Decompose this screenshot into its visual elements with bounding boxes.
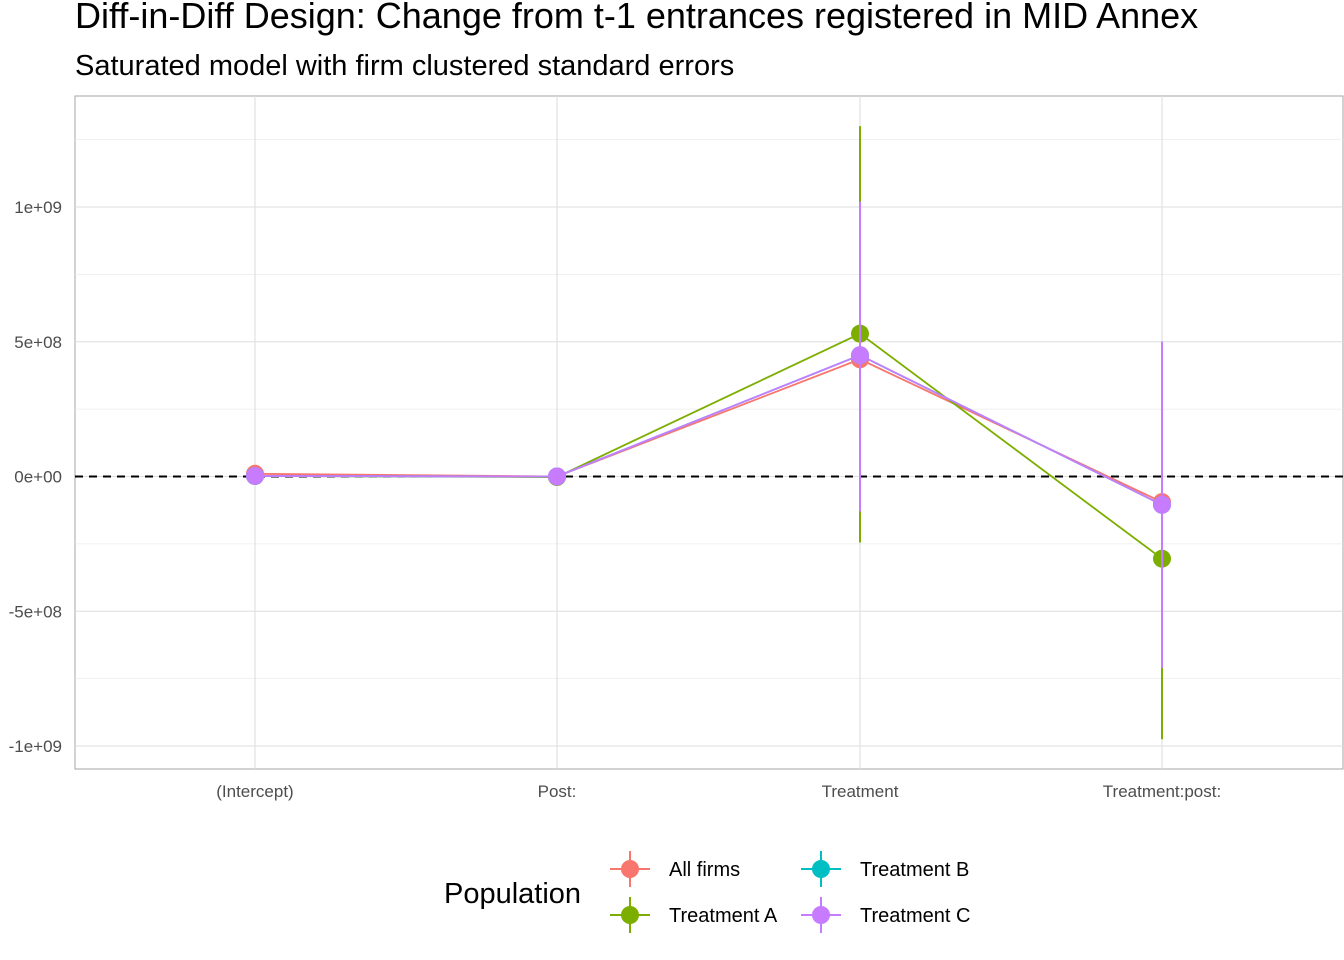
y-tick-label: 5e+08 xyxy=(14,333,62,352)
x-tick-label: Treatment xyxy=(822,782,899,801)
x-tick-label: Post: xyxy=(538,782,577,801)
legend-label: Treatment B xyxy=(860,859,969,881)
y-tick-label: -1e+09 xyxy=(9,737,62,756)
legend-label: Treatment A xyxy=(669,905,778,927)
series-treatment-c xyxy=(246,201,1171,668)
data-point xyxy=(246,466,264,485)
legend-key xyxy=(801,851,841,887)
x-tick-label: Treatment:post: xyxy=(1103,782,1221,801)
data-point xyxy=(851,346,869,365)
axis-ticks: -1e+09 -5e+08 0e+00 5e+08 1e+09 (Intercept) Po… xyxy=(9,198,1222,801)
legend-title: Population xyxy=(444,878,581,910)
legend: Population All firms Treatment A Treatment… xyxy=(444,851,970,933)
data-point xyxy=(1153,495,1171,514)
legend-label: All firms xyxy=(669,859,740,881)
x-tick-label: (Intercept) xyxy=(216,782,293,801)
legend-key-point xyxy=(812,860,830,878)
legend-key-point xyxy=(812,906,830,924)
legend-key xyxy=(610,851,650,887)
y-tick-label: 0e+00 xyxy=(14,468,62,487)
y-tick-label: -5e+08 xyxy=(9,602,62,621)
plot-panel xyxy=(74,95,1344,770)
data-point xyxy=(548,467,566,486)
chart-title: Diff-in-Diff Design: Change from t-1 ent… xyxy=(75,0,1198,36)
legend-label: Treatment C xyxy=(860,905,970,927)
legend-key xyxy=(610,897,650,933)
legend-key-point xyxy=(621,860,639,878)
series-line xyxy=(254,354,1163,506)
y-tick-label: 1e+09 xyxy=(14,198,62,217)
legend-key-point xyxy=(621,906,639,924)
series-group xyxy=(246,126,1171,740)
legend-key xyxy=(801,897,841,933)
chart-subtitle: Saturated model with firm clustered stan… xyxy=(75,50,734,82)
